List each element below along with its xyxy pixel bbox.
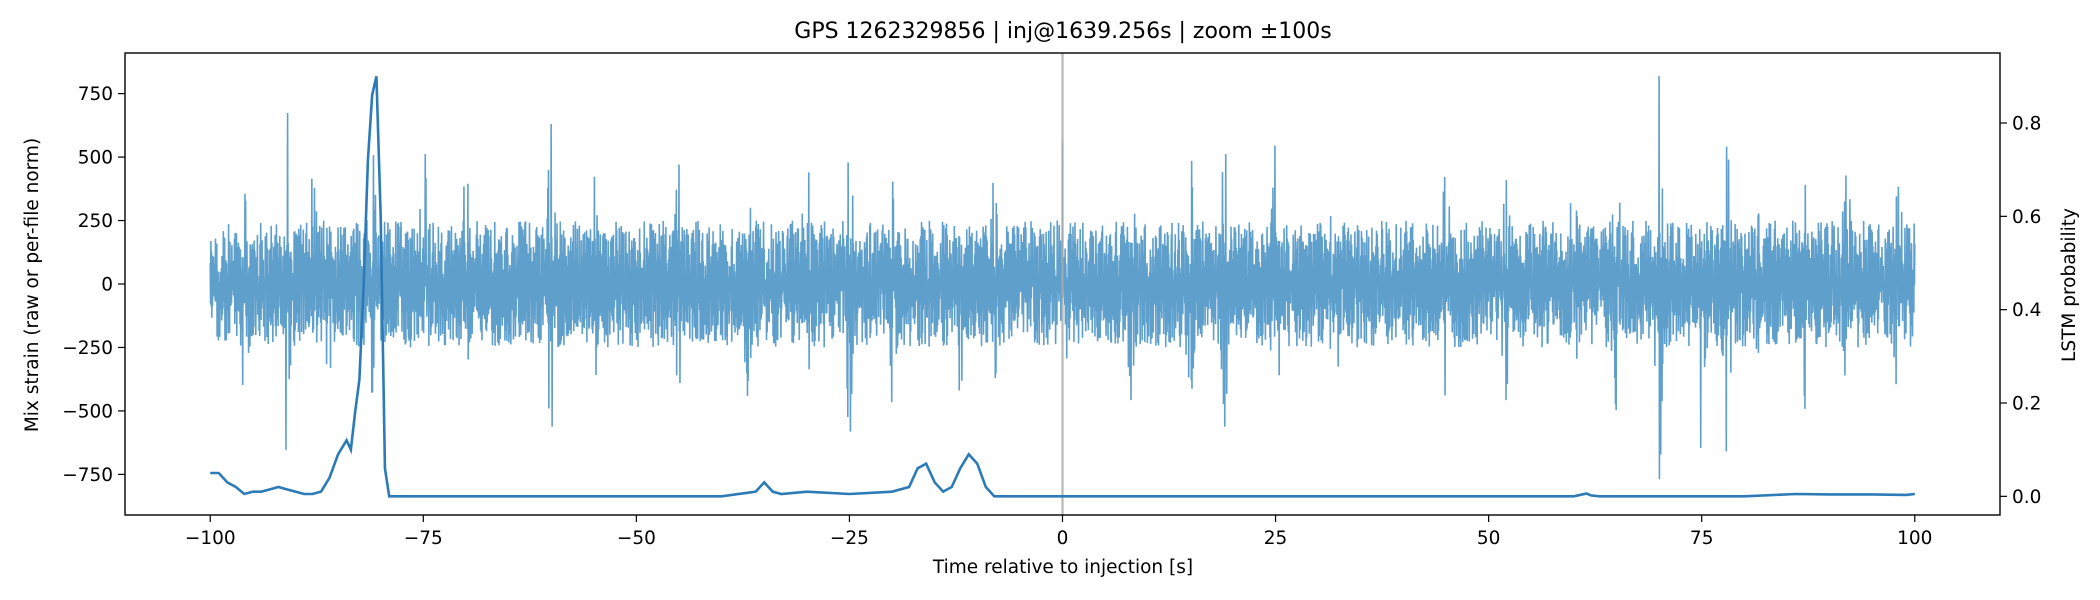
y-tick-label: 0 bbox=[101, 275, 113, 296]
y2-tick-label: 0.2 bbox=[2012, 394, 2041, 415]
y-tick-label: 750 bbox=[78, 84, 113, 105]
y-tick-label: −500 bbox=[62, 401, 113, 422]
plot-area bbox=[209, 53, 1916, 515]
y2-tick-label: 0.6 bbox=[2012, 207, 2041, 228]
y2-tick-label: 0.8 bbox=[2012, 114, 2041, 135]
x-tick-label: 100 bbox=[1897, 528, 1932, 549]
plot-frame bbox=[124, 52, 2001, 516]
y-tick-label: 250 bbox=[78, 211, 113, 232]
x-tick-label: −25 bbox=[830, 528, 869, 549]
x-axis-label: Time relative to injection [s] bbox=[932, 557, 1193, 578]
x-axis: −100 −75 −50 −25 0 25 50 75 100 bbox=[185, 515, 1932, 549]
chart-title: GPS 1262329856 | inj@1639.256s | zoom ±1… bbox=[794, 19, 1331, 44]
x-tick-label: 25 bbox=[1264, 528, 1288, 549]
y2-tick-label: 0.0 bbox=[2012, 487, 2041, 508]
y-tick-label: 500 bbox=[78, 148, 113, 169]
y2-axis-label: LSTM probability bbox=[2059, 208, 2080, 362]
y-axis-label: Mix strain (raw or per-file norm) bbox=[22, 138, 43, 432]
y-axis-left: 750 500 250 0 −250 −500 −750 bbox=[62, 84, 125, 486]
x-tick-label: 50 bbox=[1477, 528, 1501, 549]
probability-series-line bbox=[210, 76, 1915, 498]
x-tick-label: −50 bbox=[617, 528, 656, 549]
y-axis-right: 0.8 0.6 0.4 0.2 0.0 bbox=[2000, 114, 2041, 508]
y-tick-label: −750 bbox=[62, 465, 113, 486]
x-tick-label: −75 bbox=[404, 528, 443, 549]
y2-tick-label: 0.4 bbox=[2012, 300, 2041, 321]
y-tick-label: −250 bbox=[62, 338, 113, 359]
x-tick-label: 0 bbox=[1057, 528, 1069, 549]
x-tick-label: 75 bbox=[1690, 528, 1714, 549]
x-tick-label: −100 bbox=[185, 528, 236, 549]
